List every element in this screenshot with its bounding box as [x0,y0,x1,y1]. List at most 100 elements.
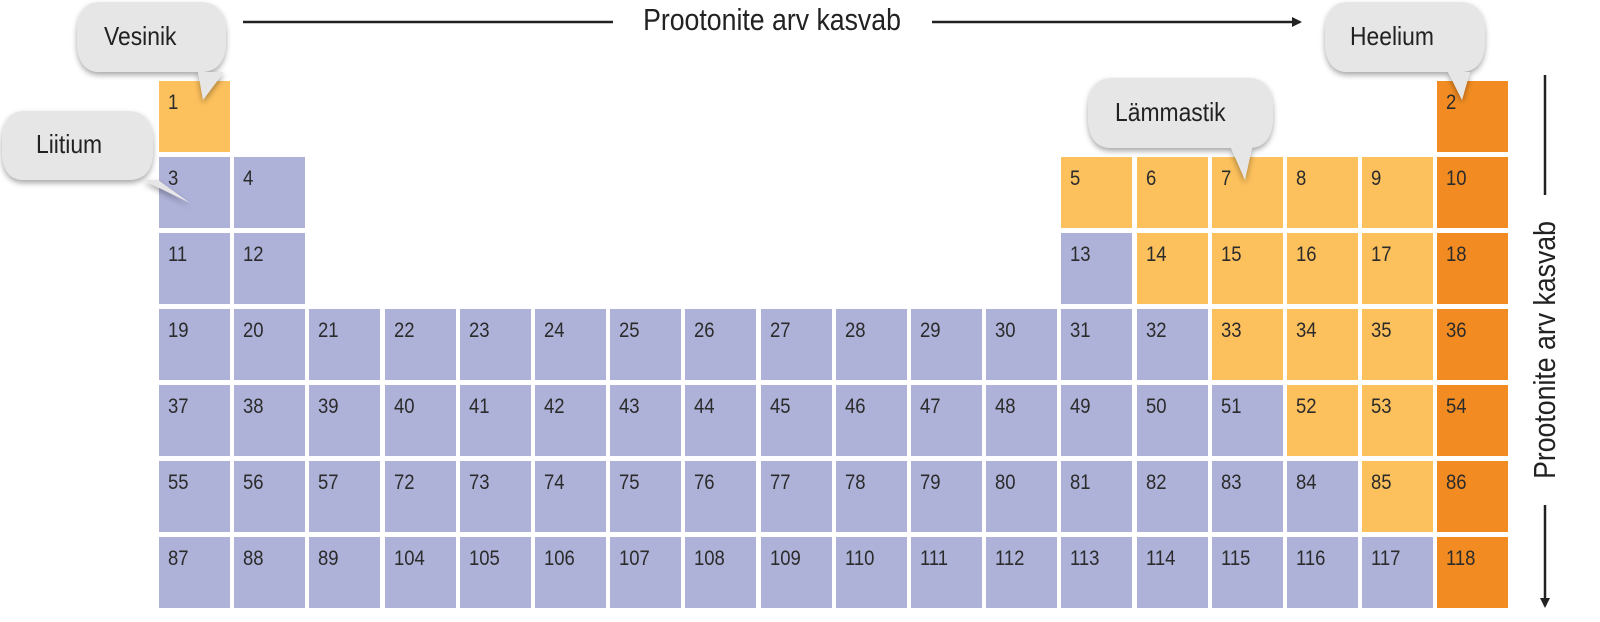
element-cell-32: 32 [1137,309,1208,380]
atomic-number: 32 [1146,319,1167,342]
atomic-number: 43 [619,395,640,418]
element-cell-24: 24 [535,309,606,380]
atomic-number: 57 [318,471,339,494]
element-cell-37: 37 [159,385,230,456]
element-cell-50: 50 [1137,385,1208,456]
atomic-number: 28 [845,319,866,342]
element-cell-79: 79 [911,461,982,532]
atomic-number: 35 [1371,319,1392,342]
atomic-number: 105 [469,547,500,570]
atomic-number: 53 [1371,395,1392,418]
element-cell-38: 38 [234,385,305,456]
atomic-number: 9 [1371,167,1382,190]
atomic-number: 33 [1221,319,1242,342]
element-cell-105: 105 [460,537,531,608]
element-cell-88: 88 [234,537,305,608]
atomic-number: 37 [168,395,189,418]
atomic-number: 30 [995,319,1016,342]
element-cell-45: 45 [761,385,832,456]
element-cell-41: 41 [460,385,531,456]
element-cell-80: 80 [986,461,1057,532]
helium-callout-label: Heelium [1350,21,1434,51]
element-cell-83: 83 [1212,461,1283,532]
atomic-number: 114 [1146,547,1176,570]
element-cell-117: 117 [1362,537,1433,608]
element-cell-78: 78 [836,461,907,532]
atomic-number: 36 [1446,319,1467,342]
atomic-number: 104 [394,547,425,570]
element-cell-18: 18 [1437,233,1508,304]
element-cell-17: 17 [1362,233,1433,304]
atomic-number: 87 [168,547,189,570]
element-cell-21: 21 [309,309,380,380]
atomic-number: 109 [770,547,801,570]
atomic-number: 80 [995,471,1016,494]
atomic-number: 49 [1070,395,1091,418]
atomic-number: 3 [168,167,179,190]
element-cell-84: 84 [1287,461,1358,532]
element-cell-8: 8 [1287,157,1358,228]
atomic-number: 113 [1070,547,1100,570]
atomic-number: 42 [544,395,565,418]
nitrogen-callout-bubble [1088,78,1273,180]
atomic-number: 25 [619,319,640,342]
atomic-number: 29 [920,319,941,342]
atomic-number: 4 [243,167,254,190]
atomic-number: 54 [1446,395,1467,418]
atomic-number: 51 [1221,395,1242,418]
atomic-number: 47 [920,395,941,418]
element-cell-29: 29 [911,309,982,380]
element-cell-73: 73 [460,461,531,532]
atomic-number: 15 [1221,243,1242,266]
atomic-number: 107 [619,547,650,570]
atomic-number: 106 [544,547,575,570]
element-cell-14: 14 [1137,233,1208,304]
element-cell-33: 33 [1212,309,1283,380]
atomic-number: 72 [394,471,415,494]
element-cell-87: 87 [159,537,230,608]
element-cell-9: 9 [1362,157,1433,228]
element-cell-106: 106 [535,537,606,608]
element-cell-81: 81 [1061,461,1132,532]
element-cell-49: 49 [1061,385,1132,456]
element-cell-11: 11 [159,233,230,304]
element-cell-76: 76 [685,461,756,532]
element-cell-15: 15 [1212,233,1283,304]
element-cell-35: 35 [1362,309,1433,380]
element-cell-26: 26 [685,309,756,380]
atomic-number: 55 [168,471,189,494]
element-cell-116: 116 [1287,537,1358,608]
element-cell-56: 56 [234,461,305,532]
element-cell-2: 2 [1437,81,1508,152]
element-cell-44: 44 [685,385,756,456]
element-cell-74: 74 [535,461,606,532]
element-cell-30: 30 [986,309,1057,380]
element-cell-72: 72 [385,461,456,532]
atomic-number: 84 [1296,471,1317,494]
element-cell-31: 31 [1061,309,1132,380]
atomic-number: 13 [1070,243,1091,266]
element-cell-5: 5 [1061,157,1132,228]
atomic-number: 89 [318,547,339,570]
element-cell-51: 51 [1212,385,1283,456]
atomic-number: 46 [845,395,866,418]
element-cell-28: 28 [836,309,907,380]
element-cell-57: 57 [309,461,380,532]
atomic-number: 75 [619,471,640,494]
atomic-number: 79 [920,471,941,494]
element-cell-104: 104 [385,537,456,608]
atomic-number: 11 [168,243,188,266]
atomic-number: 23 [469,319,490,342]
atomic-number: 48 [995,395,1016,418]
atomic-number: 52 [1296,395,1317,418]
element-cell-13: 13 [1061,233,1132,304]
element-cell-23: 23 [460,309,531,380]
element-cell-109: 109 [761,537,832,608]
atomic-number: 73 [469,471,490,494]
atomic-number: 41 [469,395,490,418]
atomic-number: 10 [1446,167,1467,190]
element-cell-48: 48 [986,385,1057,456]
